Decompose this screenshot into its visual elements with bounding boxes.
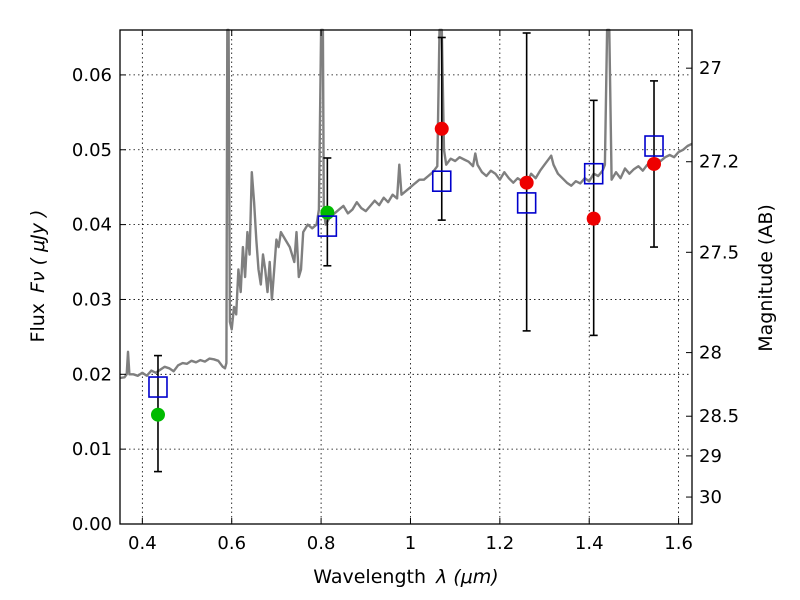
tick-labels: 0.4 0.6 0.8 1 1.2 1.4 1.6 0.00 0.01 0.02 0.03 0.04 0… bbox=[72, 58, 739, 554]
x-tick-label: 0.8 bbox=[307, 533, 336, 554]
observed-point bbox=[647, 156, 662, 171]
model-photometry-box bbox=[431, 170, 452, 192]
observed-point bbox=[320, 205, 335, 220]
x-tick-label: 1.4 bbox=[575, 533, 604, 554]
y-tick-label: 0.03 bbox=[72, 289, 112, 310]
model-photometry-box bbox=[516, 192, 537, 214]
y2-axis-label: Magnitude (AB) bbox=[755, 204, 777, 352]
x-tick-label: 1.2 bbox=[486, 533, 515, 554]
x-tick-label: 1 bbox=[405, 533, 416, 554]
model-photometry-box bbox=[583, 162, 604, 185]
observed-point bbox=[150, 407, 165, 422]
data-markers bbox=[148, 121, 664, 422]
y2-tick-label: 28.5 bbox=[699, 406, 739, 427]
model-spectrum-line bbox=[119, 28, 693, 380]
observed-point bbox=[434, 121, 449, 136]
observed-point bbox=[586, 211, 601, 226]
y2-tick-label: 28 bbox=[699, 343, 722, 364]
y-tick-label: 0.02 bbox=[72, 364, 112, 385]
y2-tick-label: 27.2 bbox=[699, 152, 739, 173]
model-spectrum-layer bbox=[119, 28, 693, 380]
axis-ticks bbox=[120, 30, 692, 525]
model-photometry-box bbox=[148, 376, 168, 398]
y2-tick-label: 27.5 bbox=[699, 242, 739, 263]
y-axis-label: FluxFν ( μJy ) bbox=[27, 210, 49, 343]
y-tick-label: 0.01 bbox=[72, 439, 112, 460]
x-tick-label: 0.4 bbox=[128, 533, 157, 554]
plot-frame bbox=[119, 29, 693, 525]
observed-point bbox=[519, 175, 534, 190]
model-photometry-box bbox=[317, 215, 338, 237]
y-tick-label: 0.04 bbox=[72, 215, 112, 236]
model-photometry-box bbox=[644, 135, 664, 157]
y2-tick-label: 27 bbox=[699, 58, 722, 79]
y2-tick-label: 30 bbox=[699, 487, 722, 508]
y-tick-label: 0.06 bbox=[72, 65, 112, 86]
x-tick-label: 0.6 bbox=[217, 533, 246, 554]
x-tick-label: 1.6 bbox=[664, 533, 693, 554]
x-axis-label: Wavelength λ (μm) bbox=[313, 566, 498, 588]
y-tick-label: 0.05 bbox=[72, 140, 112, 161]
y2-tick-label: 29 bbox=[699, 446, 722, 467]
y-tick-label: 0.00 bbox=[72, 514, 112, 535]
